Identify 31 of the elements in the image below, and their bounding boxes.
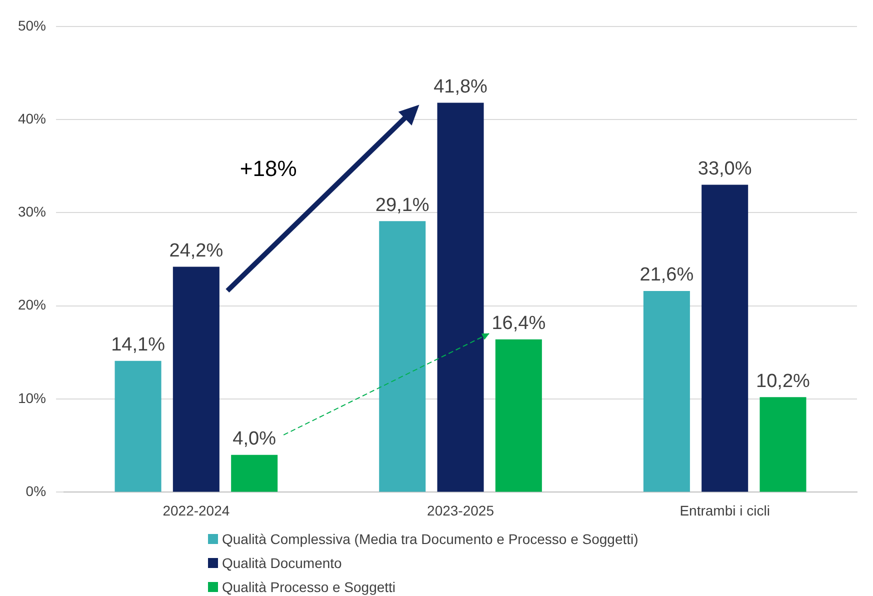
data-label: 29,1% <box>375 194 430 216</box>
y-tick-label: 50% <box>18 17 46 34</box>
data-label: 16,4% <box>492 313 546 334</box>
data-label: 14,1% <box>111 334 166 356</box>
annotation: +18% <box>240 156 297 181</box>
data-label: 24,2% <box>169 240 224 262</box>
x-tick-label: 2022-2024 <box>162 502 230 518</box>
bar <box>760 397 806 492</box>
bar <box>172 266 220 492</box>
legend-label: Qualità Processo e Soggetti <box>222 579 396 595</box>
data-label: 4,0% <box>232 428 276 450</box>
bar <box>231 454 278 492</box>
data-label: 33,0% <box>698 158 752 180</box>
bar <box>702 184 748 492</box>
y-tick-label: 0% <box>26 483 46 500</box>
data-label: 21,6% <box>640 264 694 286</box>
bar <box>643 290 690 492</box>
legend-label: Qualità Complessiva (Media tra Documento e Processo e Soggetti) <box>222 531 638 547</box>
bar <box>437 102 484 492</box>
x-tick-label: 2023-2025 <box>427 502 494 518</box>
bar <box>495 339 542 492</box>
bar <box>114 360 162 492</box>
y-tick-label: 30% <box>18 204 46 220</box>
data-label: 41,8% <box>434 76 488 98</box>
x-tick-label: Entrambi i cicli <box>680 502 770 518</box>
y-tick-label: 20% <box>18 296 46 313</box>
y-tick-label: 40% <box>18 110 46 126</box>
legend-label: Qualità Documento <box>222 555 342 571</box>
y-tick-label: 10% <box>18 390 46 406</box>
data-label: 10,2% <box>756 370 810 392</box>
bar <box>379 221 426 492</box>
